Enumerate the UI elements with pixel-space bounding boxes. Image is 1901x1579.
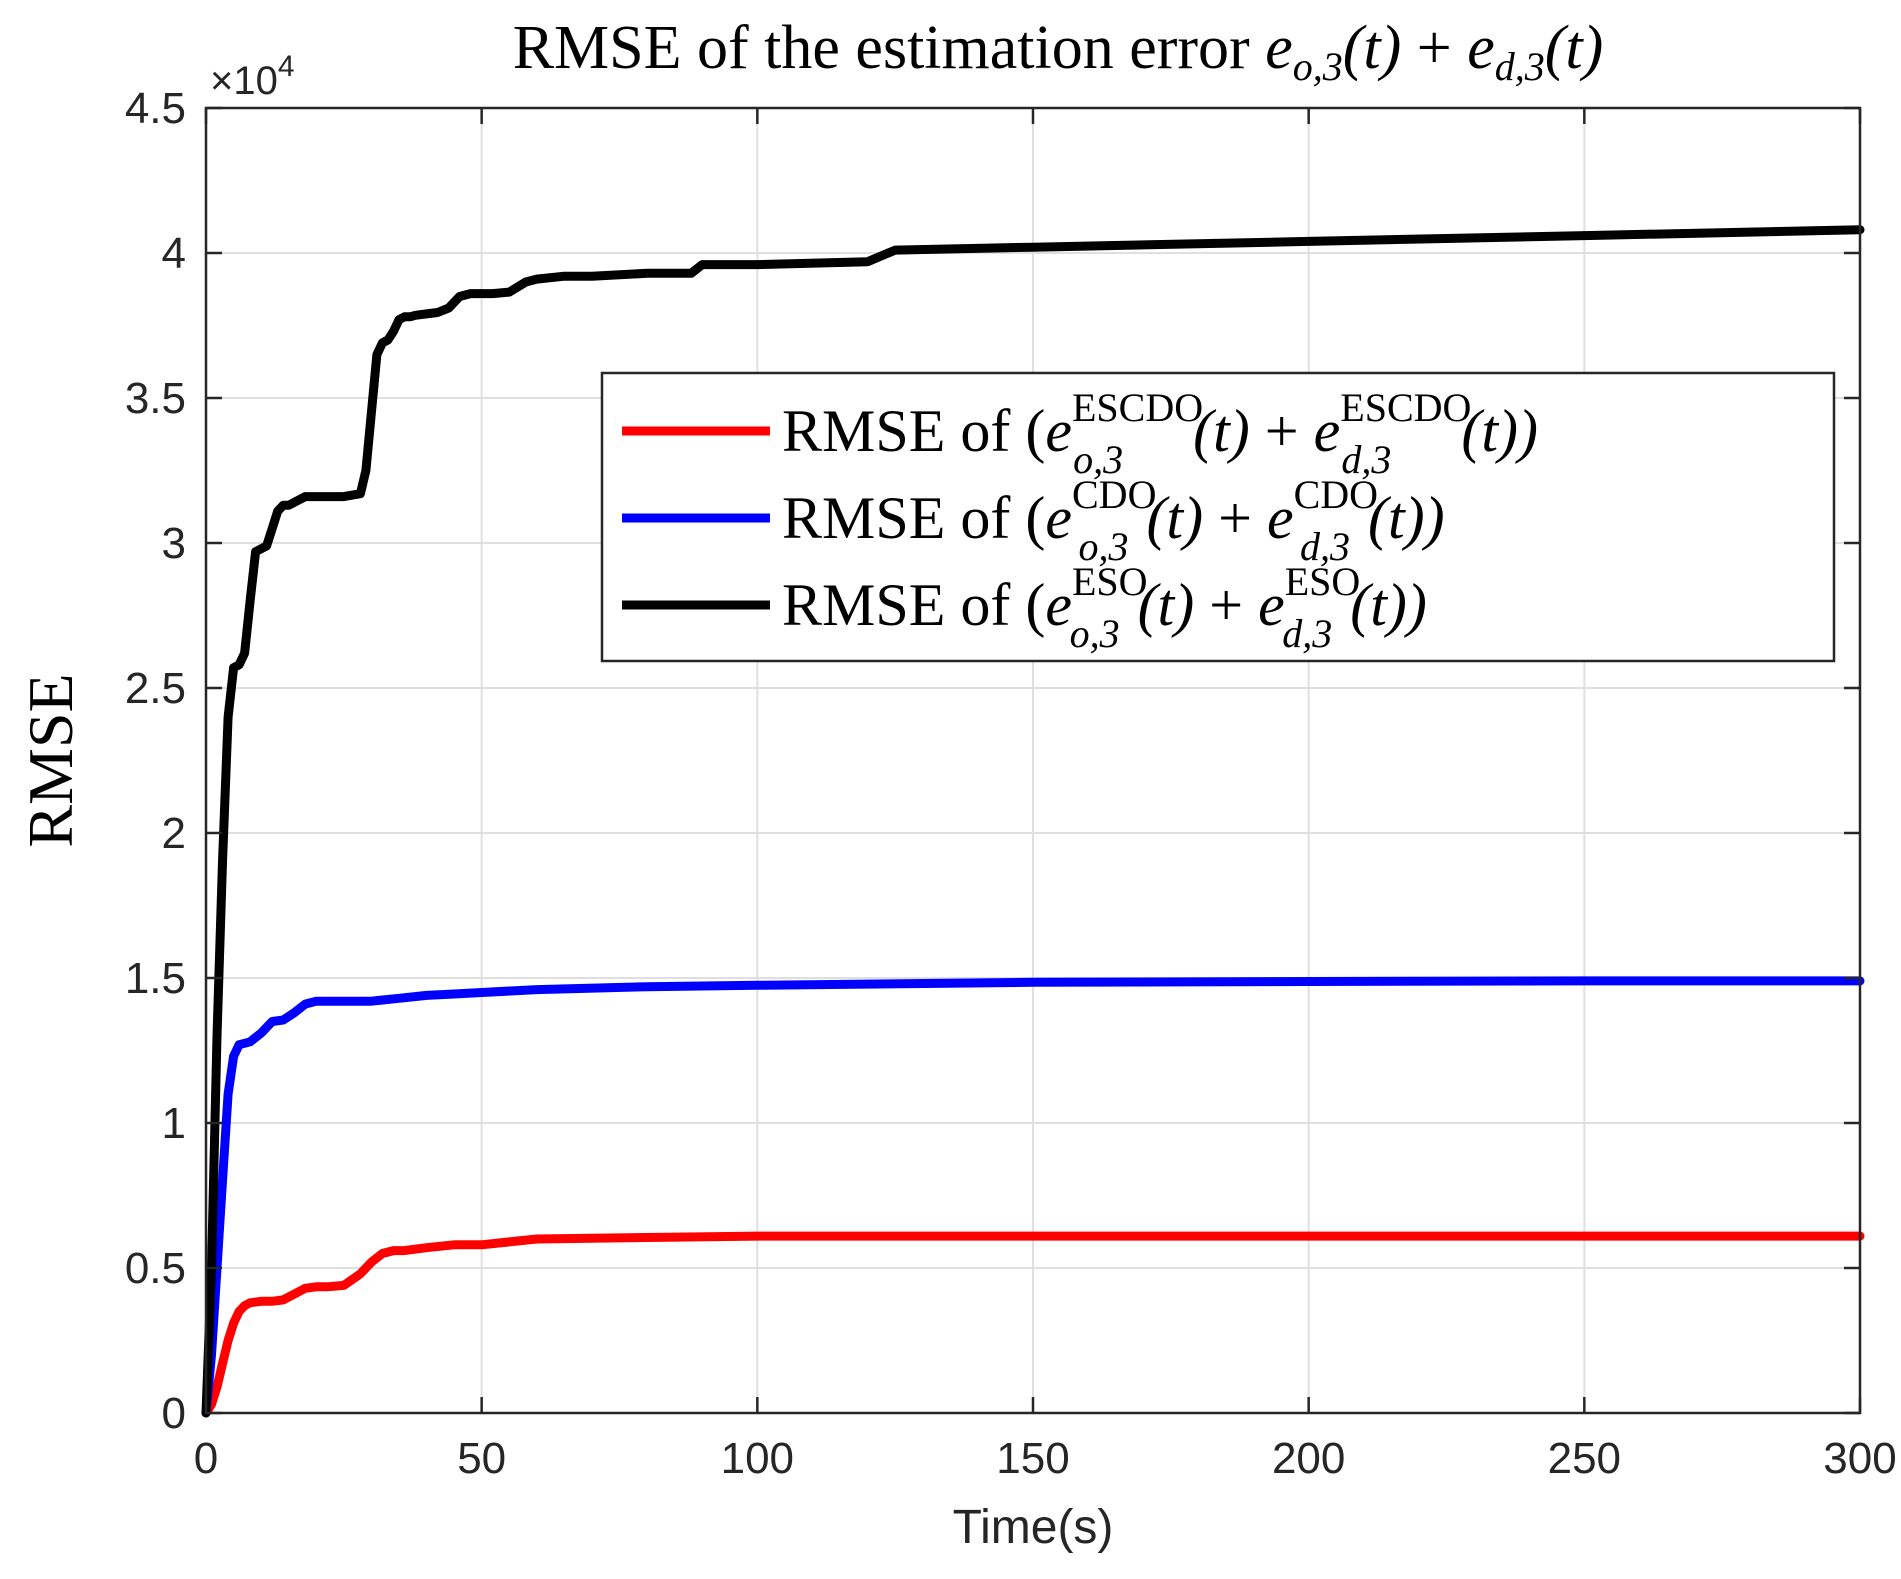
series-line-eso — [201, 225, 1865, 1418]
legend-entry: RMSE of (eCDO o,3 (t) + eCDO d,3 (t)) — [782, 472, 1445, 569]
y-tick-label: 1 — [162, 1099, 186, 1148]
chart-title: RMSE of the estimation error eo,3(t) + e… — [513, 14, 1604, 89]
y-exponent-label: ×104 — [210, 50, 295, 103]
y-axis-label: RMSE — [15, 673, 86, 847]
y-tick-label: 2 — [162, 809, 186, 858]
legend-entry: RMSE of (eESO o,3 (t) + eESO d,3 (t)) — [782, 559, 1427, 656]
x-tick-label: 100 — [721, 1434, 794, 1483]
y-tick-label: 4 — [162, 229, 186, 278]
x-tick-label: 0 — [194, 1434, 218, 1483]
legend-entry: RMSE of (eESCDO o,3 (t) + eESCDO d,3 (t)) — [782, 385, 1538, 482]
x-tick-label: 150 — [996, 1434, 1069, 1483]
y-tick-label: 4.5 — [125, 84, 186, 133]
x-tick-label: 300 — [1823, 1434, 1896, 1483]
series-line-cdo — [201, 976, 1865, 1418]
y-tick-label: 3.5 — [125, 374, 186, 423]
plot-area: 0 50 100 150 200 250 300 0 0.5 1 1.5 2 2.5 3 3.5 4 4.5 ×1… — [15, 14, 1897, 1554]
series-line-escdo — [201, 1231, 1865, 1418]
x-tick-label: 200 — [1272, 1434, 1345, 1483]
x-axis-label: Time(s) — [953, 1501, 1114, 1554]
y-tick-label: 0 — [162, 1389, 186, 1438]
legend-box — [600, 371, 1836, 663]
x-tick-label: 250 — [1548, 1434, 1621, 1483]
y-tick-label: 1.5 — [125, 954, 186, 1003]
y-tick-label: 3 — [162, 519, 186, 568]
y-tick-label: 2.5 — [125, 664, 186, 713]
y-tick-label: 0.5 — [125, 1244, 186, 1293]
x-tick-label: 50 — [457, 1434, 506, 1483]
